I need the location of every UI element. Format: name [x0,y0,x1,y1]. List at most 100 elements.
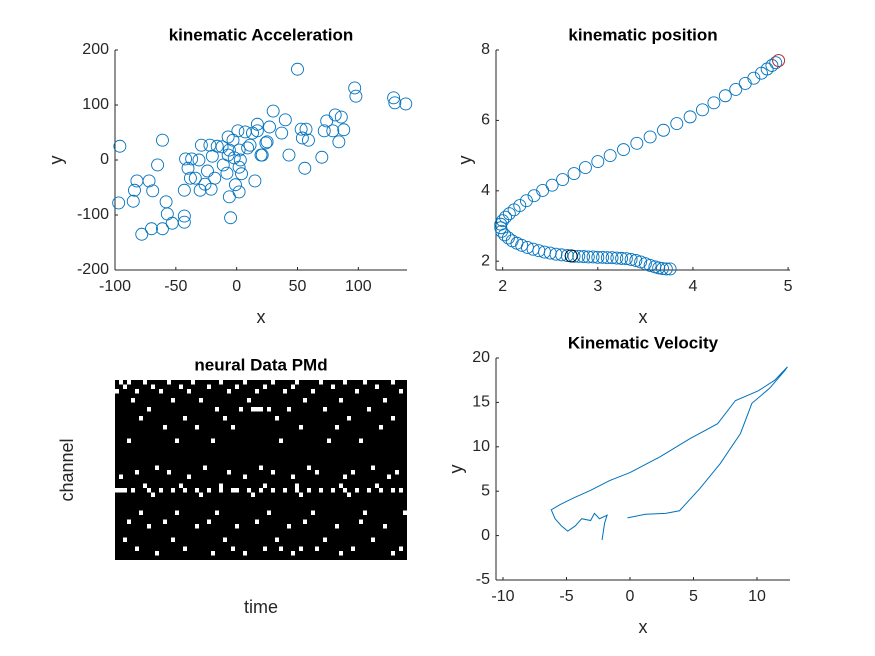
spike [303,398,307,403]
point [210,139,224,153]
spike [215,407,219,412]
point [747,71,761,85]
point [232,185,246,199]
point [220,166,234,180]
spike [259,407,263,412]
spike [367,488,371,493]
spike [391,380,395,385]
y-tick-label: 10 [472,438,490,455]
subplot: neural Data PMd time channel [57,355,407,617]
spike [219,488,223,493]
point [545,178,559,192]
y-tick-label: 100 [82,96,109,113]
point [564,249,578,263]
point [278,113,292,127]
point [683,110,697,124]
spike [235,524,239,529]
point [772,54,786,68]
subplot-title: neural Data PMd [194,355,327,374]
point [387,91,401,105]
spike [311,510,315,515]
spike [123,537,127,542]
spike [171,398,175,403]
spike [175,438,179,443]
spike [319,488,323,493]
y-tick-label: 4 [481,182,490,199]
spike [339,483,343,488]
spike [255,407,259,412]
spike [259,465,263,470]
spike [307,465,311,470]
spike [343,488,347,493]
spike [131,488,135,493]
point [241,141,255,155]
spike [243,551,247,556]
point [275,126,289,140]
spike [135,470,139,475]
spike [195,425,199,430]
y-axis-label: y [455,156,475,165]
point [151,158,165,172]
spike [391,416,395,421]
point [243,138,257,152]
spike [179,483,183,488]
point [295,131,309,145]
spike [119,380,123,385]
point [224,211,238,225]
spike [219,483,223,488]
point [586,250,600,264]
point [201,164,214,178]
x-tick-label: 2 [498,278,507,295]
point [298,161,312,175]
spike [163,519,167,524]
spike [359,519,363,524]
spike [227,389,231,394]
point [263,120,276,134]
point [617,143,630,157]
spike [263,546,267,551]
point [177,209,191,223]
point [738,76,752,90]
spike [155,465,159,470]
point [760,62,774,76]
point [596,250,610,264]
spike [119,474,123,479]
spike [331,488,335,493]
y-tick-label: 6 [481,112,490,129]
point [326,124,340,138]
spike [371,465,375,470]
spike [263,483,267,488]
point [769,56,783,70]
spike [223,416,227,421]
y-tick-label: -5 [476,571,490,588]
point [266,104,280,118]
spike [163,425,167,430]
point [328,108,342,122]
point [348,81,362,95]
point [302,133,315,147]
point [496,214,510,228]
point [250,117,264,131]
point [233,153,247,167]
spike [367,407,371,412]
x-tick-label: 0 [626,588,635,605]
y-tick-label: 20 [472,349,490,366]
spike [291,551,295,556]
spike [199,492,203,497]
spike [399,546,403,551]
spike [191,380,195,385]
spike [139,510,143,515]
point [567,167,581,181]
y-tick-label: -200 [77,261,109,278]
spike [371,537,375,542]
spike [403,510,407,515]
point [145,222,158,236]
spike [259,488,263,493]
point [317,124,331,138]
spike [319,380,323,385]
spike [171,537,175,542]
spike [311,389,315,394]
subplot-title: kinematic Acceleration [169,25,354,44]
spike [231,425,235,430]
point [499,210,512,224]
